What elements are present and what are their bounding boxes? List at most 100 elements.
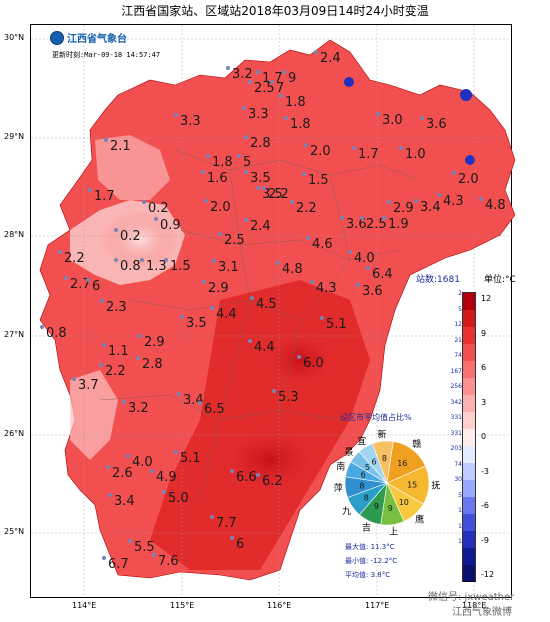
station-value: 6.4 xyxy=(372,267,393,282)
station-dot xyxy=(399,146,403,150)
station-value: 1.7 xyxy=(358,147,379,162)
colorbar-band xyxy=(463,446,475,464)
station-value: 2.2 xyxy=(105,364,126,379)
lon-label-118: 118°E xyxy=(462,601,487,610)
logo-text: 江西省气象台 xyxy=(67,34,127,45)
station-value: 6.7 xyxy=(108,557,129,572)
station-dot xyxy=(320,316,324,320)
colorbar-band xyxy=(463,429,475,447)
station-dot xyxy=(290,200,294,204)
pie-label: 景 xyxy=(345,447,354,458)
station-value: 3.5 xyxy=(186,316,207,331)
watermark: 微信号: jxweather xyxy=(428,592,515,603)
colorbar-count: 2 xyxy=(458,290,462,297)
station-value: 0.2 xyxy=(120,229,141,244)
station-value: 1.7 xyxy=(94,189,115,204)
station-dot xyxy=(420,116,424,120)
station-value: 3.6 xyxy=(426,117,447,132)
station-dot xyxy=(152,553,156,557)
station-value: 3.2 xyxy=(232,67,253,82)
colorbar-tick: 6 xyxy=(481,363,487,372)
pie-value: 15 xyxy=(407,480,417,489)
station-dot xyxy=(387,200,391,204)
lon-label-117: 117°E xyxy=(365,601,390,610)
station-value: 6.5 xyxy=(204,402,225,417)
map-title: 江西省国家站、区域站2018年03月09日14时24小时变温 xyxy=(121,4,429,18)
station-value: 4.9 xyxy=(156,470,177,485)
station-dot xyxy=(218,232,222,236)
pale-region-northwest xyxy=(95,135,170,200)
pie-value: 8 xyxy=(382,454,387,463)
colorbar-count: 167 xyxy=(450,367,462,375)
station-value: 7 xyxy=(276,81,284,96)
station-dot xyxy=(136,356,140,360)
pie-label: 萍 xyxy=(334,483,343,494)
station-value: 3.4 xyxy=(420,200,441,215)
colorbar-count: 1 xyxy=(458,507,462,514)
station-value: 3.5 xyxy=(250,171,271,186)
station-value: 3.3 xyxy=(180,114,201,129)
station-value: 6 xyxy=(236,537,244,552)
station-value: 2.2 xyxy=(64,251,85,266)
station-dot xyxy=(356,283,360,287)
station-dot xyxy=(204,199,208,203)
station-dot xyxy=(256,70,260,74)
station-dot xyxy=(256,186,260,190)
station-dot xyxy=(306,236,310,240)
station-dot xyxy=(282,70,286,74)
station-dot xyxy=(102,556,106,560)
station-value: 4.5 xyxy=(256,297,277,312)
station-dot xyxy=(164,258,168,262)
lat-label-29: 29°N xyxy=(4,132,25,141)
station-dot xyxy=(162,490,166,494)
pie-chart: 16 赣 15 抚 10 鹰 9 上 9 吉 8 九 8 萍 6 南 5 景 6 宜 8 新 xyxy=(334,428,441,537)
colorbar-band xyxy=(463,293,475,311)
station-value: 6.6 xyxy=(236,470,257,485)
station-dot xyxy=(88,188,92,192)
station-value: 2.4 xyxy=(250,219,271,234)
cold-spot-2 xyxy=(460,89,472,101)
station-dot xyxy=(212,259,216,263)
station-value: 3.7 xyxy=(78,378,99,393)
station-dot xyxy=(40,325,44,329)
palespot-west xyxy=(100,210,180,270)
stat-min: 最小值: -12.2°C xyxy=(345,557,398,565)
station-dot xyxy=(198,401,202,405)
colorbar-count: 203 xyxy=(450,445,462,452)
station-dot xyxy=(262,186,266,190)
station-value: 1.7 xyxy=(262,71,283,86)
station-dot xyxy=(201,170,205,174)
colorbar-count: 74 xyxy=(454,460,462,468)
cold-spot-3 xyxy=(465,155,475,165)
station-dot xyxy=(206,154,210,158)
station-dot xyxy=(230,469,234,473)
station-value: 1.5 xyxy=(308,173,329,188)
station-value: 2.2 xyxy=(268,187,289,202)
pie-slice xyxy=(372,440,394,484)
colorbar-band xyxy=(463,480,475,498)
station-value: 1.5 xyxy=(170,259,191,274)
station-dot xyxy=(102,343,106,347)
station-dot xyxy=(244,170,248,174)
station-value: 6.2 xyxy=(262,474,283,489)
station-dot xyxy=(108,493,112,497)
logo-icon xyxy=(50,30,64,45)
station-value: 3.4 xyxy=(114,494,135,509)
station-value: 0.9 xyxy=(160,218,181,233)
station-dot xyxy=(174,113,178,117)
station-dot xyxy=(126,454,130,458)
station-value: 5.1 xyxy=(180,451,201,466)
station-dot xyxy=(360,216,364,220)
station-dot xyxy=(270,80,274,84)
station-value: 5.5 xyxy=(134,540,155,555)
station-dot xyxy=(302,172,306,176)
station-value: 2.5 xyxy=(254,81,275,96)
station-value: 2.4 xyxy=(320,51,341,66)
station-value: 5 xyxy=(243,155,251,170)
station-value: 3.4 xyxy=(183,393,204,408)
update-time: 更新时刻:Mar-09-18 14:57:47 xyxy=(52,51,161,59)
colorbar-count: 1 xyxy=(458,538,462,545)
pale-region-southwest xyxy=(70,370,118,460)
map-frame xyxy=(30,24,512,598)
